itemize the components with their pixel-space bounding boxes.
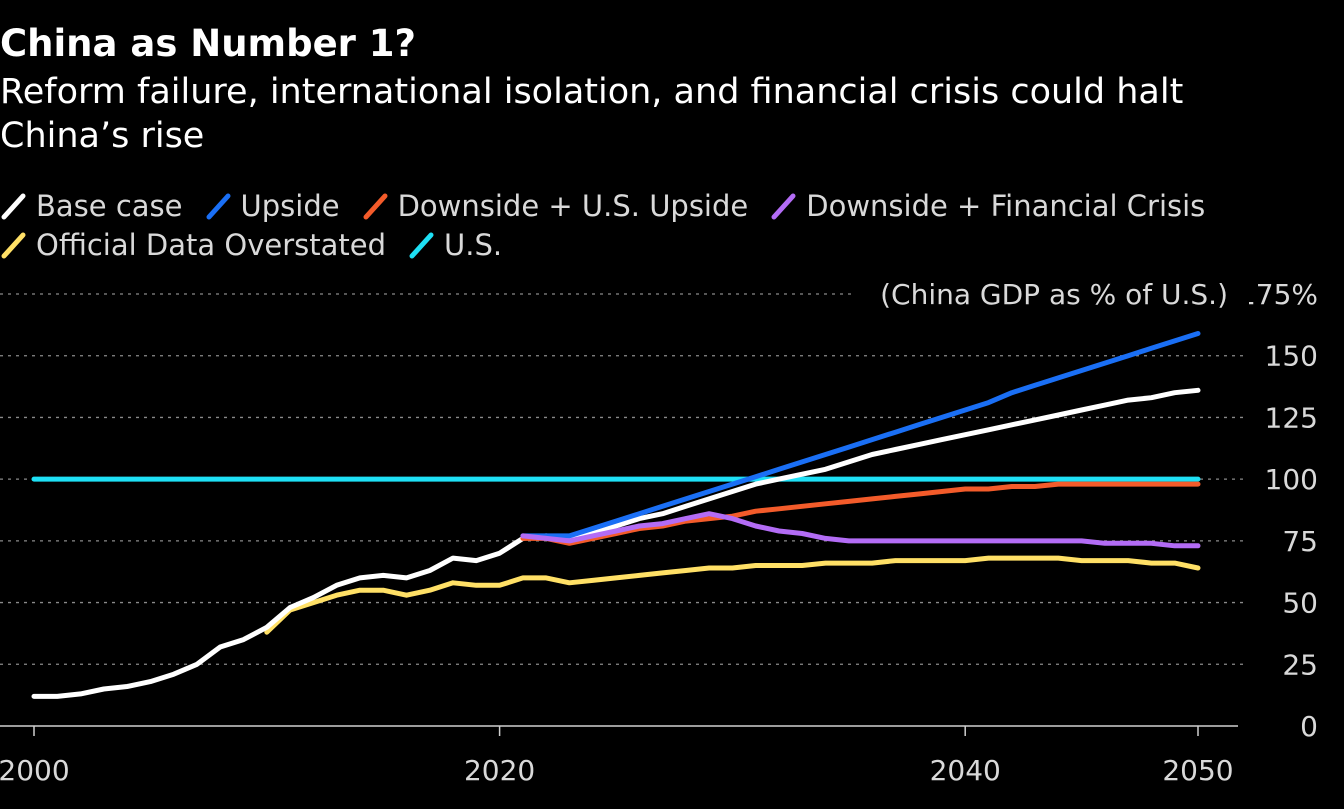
series-line-official-data-overstated: [264, 555, 1201, 635]
legend-item-u-s: U.S.: [408, 228, 502, 262]
unit-note-backdrop: [855, 272, 1249, 312]
legend-label: Downside + U.S. Upside: [397, 189, 749, 223]
y-tick-label-50: 50: [1282, 587, 1318, 620]
y-axis-unit-note: (China GDP as % of U.S.): [880, 278, 1228, 311]
x-tick-label-2020: 2020: [464, 754, 535, 787]
legend-continued: Official Data Overstated U.S.: [0, 225, 524, 265]
legend-item-upside: Upside: [205, 189, 340, 223]
legend-item-official-data-overstated: Official Data Overstated: [0, 228, 386, 262]
legend-item-base-case: Base case: [0, 189, 183, 223]
series-line-base-case: [31, 387, 1201, 699]
x-tick-label-2050: 2050: [1162, 754, 1233, 787]
legend-item-downside-financial-crisis: Downside + Financial Crisis: [770, 189, 1205, 223]
y-tick-label-100: 100: [1265, 463, 1318, 496]
legend-swatch-base-case: [1, 193, 26, 220]
legend-label: Upside: [240, 189, 340, 223]
y-tick-label-25: 25: [1282, 648, 1318, 681]
x-tick-label-2040: 2040: [930, 754, 1001, 787]
legend-label: Base case: [36, 189, 183, 223]
legend-label: Official Data Overstated: [36, 228, 386, 262]
y-tick-label-125: 125: [1265, 401, 1318, 434]
series-line-downside-financial-crisis: [520, 511, 1201, 549]
legend-label: U.S.: [444, 228, 503, 262]
y-tick-label-0: 0: [1300, 710, 1318, 743]
legend-swatch-upside: [206, 193, 231, 220]
series-line-upside: [520, 331, 1201, 539]
chart-title: China as Number 1?: [0, 22, 417, 65]
y-tick-label-150: 150: [1265, 340, 1318, 373]
y-tick-label-175: 175%: [1238, 278, 1318, 311]
legend-swatch-downside-financial-crisis: [771, 193, 796, 220]
legend-label: Downside + Financial Crisis: [806, 189, 1206, 223]
legend-swatch-u-s: [409, 232, 434, 259]
y-tick-label-75: 75: [1282, 525, 1318, 558]
legend: Base case Upside Downside + U.S. Upside Dow…: [0, 186, 1227, 226]
legend-item-downside-u-s-upside: Downside + U.S. Upside: [362, 189, 749, 223]
x-tick-label-2000: 2000: [0, 754, 70, 787]
legend-swatch-official-data-overstated: [1, 232, 26, 259]
chart-subtitle: Reform failure, international isolation,…: [0, 72, 1184, 156]
legend-swatch-downside-u-s-upside: [363, 193, 388, 220]
series-line-downside-u-s-upside: [520, 481, 1201, 546]
